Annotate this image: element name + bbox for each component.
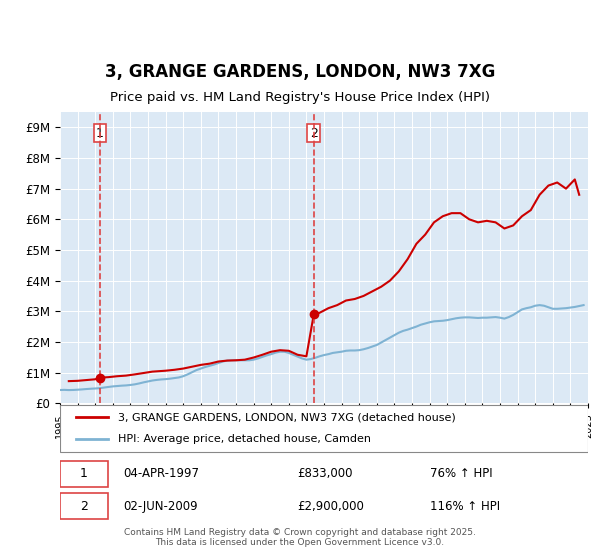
- Text: 116% ↑ HPI: 116% ↑ HPI: [430, 500, 500, 512]
- Text: £833,000: £833,000: [298, 467, 353, 480]
- Text: 76% ↑ HPI: 76% ↑ HPI: [430, 467, 492, 480]
- FancyBboxPatch shape: [60, 405, 588, 451]
- Text: 02-JUN-2009: 02-JUN-2009: [124, 500, 198, 512]
- Text: 2: 2: [80, 500, 88, 512]
- Text: 3, GRANGE GARDENS, LONDON, NW3 7XG: 3, GRANGE GARDENS, LONDON, NW3 7XG: [105, 63, 495, 81]
- Text: Contains HM Land Registry data © Crown copyright and database right 2025.
This d: Contains HM Land Registry data © Crown c…: [124, 528, 476, 547]
- Text: £2,900,000: £2,900,000: [298, 500, 364, 512]
- FancyBboxPatch shape: [60, 461, 107, 487]
- Text: HPI: Average price, detached house, Camden: HPI: Average price, detached house, Camd…: [118, 435, 371, 445]
- Text: 1: 1: [96, 127, 104, 140]
- FancyBboxPatch shape: [60, 493, 107, 519]
- Text: Price paid vs. HM Land Registry's House Price Index (HPI): Price paid vs. HM Land Registry's House …: [110, 91, 490, 105]
- Text: 1: 1: [80, 467, 88, 480]
- Text: 2: 2: [310, 127, 318, 140]
- Text: 3, GRANGE GARDENS, LONDON, NW3 7XG (detached house): 3, GRANGE GARDENS, LONDON, NW3 7XG (deta…: [118, 412, 456, 422]
- Text: 04-APR-1997: 04-APR-1997: [124, 467, 199, 480]
